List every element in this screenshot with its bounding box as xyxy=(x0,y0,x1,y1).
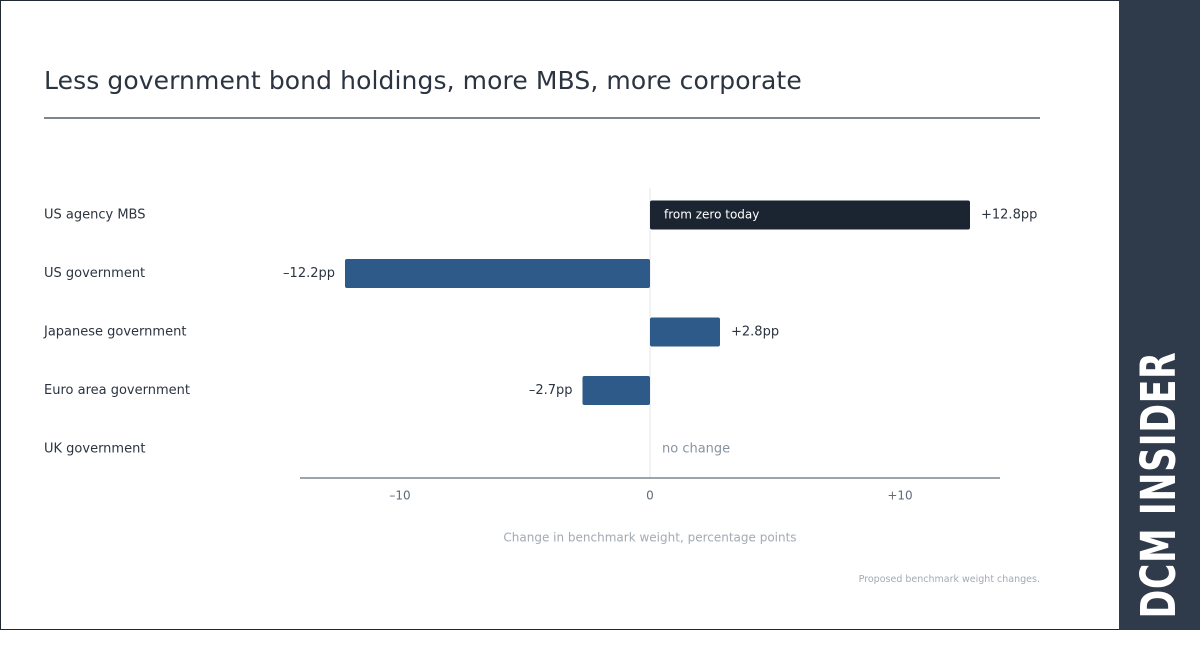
bar xyxy=(582,376,650,405)
brand-sidebar xyxy=(1119,0,1200,630)
category-label: Japanese government xyxy=(43,325,186,340)
x-tick-label: +10 xyxy=(887,489,912,503)
bar-chart: US agency MBS +12.8pp from zero today US go… xyxy=(43,188,1037,545)
bar xyxy=(650,317,720,347)
value-label: +2.8pp xyxy=(731,325,779,340)
bar-annotation: from zero today xyxy=(664,208,759,222)
bar xyxy=(345,259,650,288)
chart-title: Less government bond holdings, more MBS,… xyxy=(44,66,802,95)
brand-logo-text: DCM INSIDER xyxy=(1131,351,1187,619)
title-rule xyxy=(44,117,1040,119)
category-label: US agency MBS xyxy=(44,208,146,223)
x-tick-label: –10 xyxy=(389,489,410,503)
x-axis-title: Change in benchmark weight, percentage p… xyxy=(503,531,796,545)
zero-annotation: no change xyxy=(662,442,730,457)
brand-logo: DCM INSIDER xyxy=(1131,300,1187,670)
value-label: –2.7pp xyxy=(529,383,573,398)
value-label: +12.8pp xyxy=(981,208,1037,223)
footnote: Proposed benchmark weight changes. xyxy=(858,574,1040,585)
category-label: UK government xyxy=(44,442,145,457)
value-label: –12.2pp xyxy=(283,266,335,281)
category-label: US government xyxy=(44,266,145,281)
category-label: Euro area government xyxy=(44,383,190,398)
x-tick-label: 0 xyxy=(646,489,654,503)
bar xyxy=(650,200,970,230)
